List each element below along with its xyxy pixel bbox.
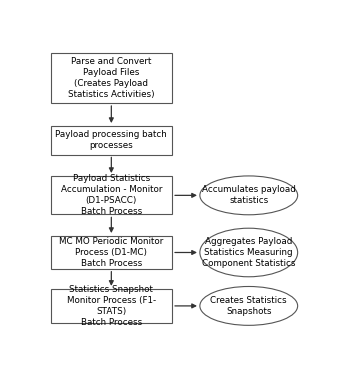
FancyBboxPatch shape [50, 53, 172, 103]
Text: Creates Statistics
Snapshots: Creates Statistics Snapshots [210, 296, 287, 316]
FancyBboxPatch shape [50, 126, 172, 154]
Ellipse shape [200, 286, 298, 325]
Ellipse shape [200, 228, 298, 277]
FancyBboxPatch shape [50, 236, 172, 269]
Text: Statistics Snapshot
Monitor Process (F1-
STATS)
Batch Process: Statistics Snapshot Monitor Process (F1-… [67, 285, 156, 327]
Text: MC MO Periodic Monitor
Process (D1-MC)
Batch Process: MC MO Periodic Monitor Process (D1-MC) B… [59, 237, 164, 268]
Text: Payload Statistics
Accumulation - Monitor
(D1-PSACC)
Batch Process: Payload Statistics Accumulation - Monito… [61, 174, 162, 216]
Ellipse shape [200, 176, 298, 215]
Text: Parse and Convert
Payload Files
(Creates Payload
Statistics Activities): Parse and Convert Payload Files (Creates… [68, 57, 155, 99]
Text: Aggregates Payload
Statistics Measuring
Component Statistics: Aggregates Payload Statistics Measuring … [202, 237, 296, 268]
FancyBboxPatch shape [50, 176, 172, 214]
Text: Accumulates payload
statistics: Accumulates payload statistics [202, 185, 296, 206]
Text: Payload processing batch
processes: Payload processing batch processes [56, 130, 167, 150]
FancyBboxPatch shape [50, 289, 172, 323]
